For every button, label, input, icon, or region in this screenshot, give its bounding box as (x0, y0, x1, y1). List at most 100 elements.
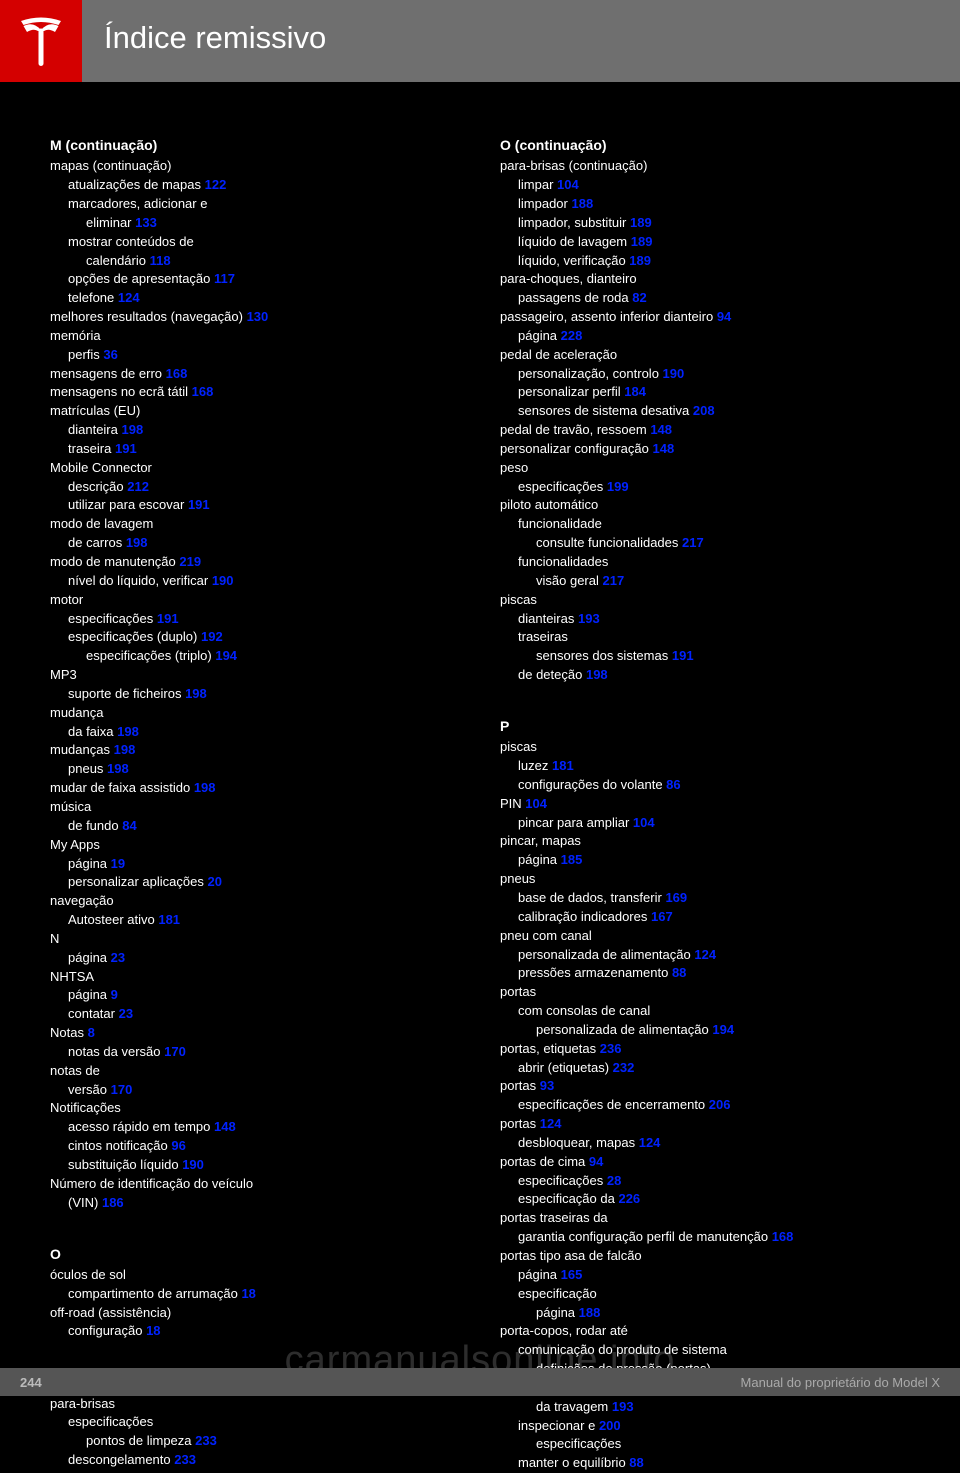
page-reference[interactable]: 88 (629, 1455, 643, 1470)
page-reference[interactable]: 8 (88, 1025, 95, 1040)
page-reference[interactable]: 198 (586, 667, 608, 682)
index-entry: funcionalidades (500, 553, 910, 572)
index-entry: página 19 (50, 855, 460, 874)
page-reference[interactable]: 232 (613, 1060, 635, 1075)
index-entry: cintos notificação 96 (50, 1137, 460, 1156)
page-reference[interactable]: 9 (111, 987, 118, 1002)
page-reference[interactable]: 191 (157, 611, 179, 626)
page-reference[interactable]: 124 (694, 947, 716, 962)
index-entry: página 185 (500, 851, 910, 870)
index-entry: de carros 198 (50, 534, 460, 553)
page-reference[interactable]: 168 (192, 384, 214, 399)
page-reference[interactable]: 190 (212, 573, 234, 588)
page-reference[interactable]: 206 (709, 1097, 731, 1112)
page-reference[interactable]: 170 (164, 1044, 186, 1059)
page-reference[interactable]: 189 (629, 253, 651, 268)
page-reference[interactable]: 124 (118, 290, 140, 305)
entry-text: pneus (500, 871, 535, 886)
page-reference[interactable]: 148 (650, 422, 672, 437)
page-reference[interactable]: 148 (214, 1119, 236, 1134)
page-reference[interactable]: 193 (578, 611, 600, 626)
page-reference[interactable]: 19 (111, 856, 125, 871)
index-entry: navegação (50, 892, 460, 911)
page-reference[interactable]: 23 (119, 1006, 133, 1021)
page-reference[interactable]: 28 (607, 1173, 621, 1188)
page-reference[interactable]: 122 (205, 177, 227, 192)
index-entry: para-choques, dianteiro (500, 270, 910, 289)
page-reference[interactable]: 191 (672, 648, 694, 663)
page-reference[interactable]: 188 (571, 196, 593, 211)
page-reference[interactable]: 199 (607, 479, 629, 494)
page-reference[interactable]: 217 (682, 535, 704, 550)
page-reference[interactable]: 168 (166, 366, 188, 381)
page-reference[interactable]: 198 (126, 535, 148, 550)
page-reference[interactable]: 86 (666, 777, 680, 792)
page-reference[interactable]: 88 (672, 965, 686, 980)
page-reference[interactable]: 236 (600, 1041, 622, 1056)
page-reference[interactable]: 184 (624, 384, 646, 399)
page-reference[interactable]: 168 (772, 1229, 794, 1244)
page-reference[interactable]: 181 (552, 758, 574, 773)
page-reference[interactable]: 194 (215, 648, 237, 663)
page-reference[interactable]: 189 (631, 234, 653, 249)
page-reference[interactable]: 118 (150, 253, 171, 268)
page-reference[interactable]: 212 (127, 479, 149, 494)
page-reference[interactable]: 193 (612, 1399, 634, 1414)
page-reference[interactable]: 198 (122, 422, 144, 437)
page-reference[interactable]: 233 (195, 1433, 217, 1448)
page-reference[interactable]: 170 (111, 1082, 133, 1097)
page-reference[interactable]: 189 (630, 215, 652, 230)
page-reference[interactable]: 186 (102, 1195, 124, 1210)
page-reference[interactable]: 200 (599, 1418, 621, 1433)
page-reference[interactable]: 20 (207, 874, 221, 889)
page-reference[interactable]: 198 (117, 724, 139, 739)
page-reference[interactable]: 219 (179, 554, 201, 569)
page-reference[interactable]: 104 (557, 177, 579, 192)
page-reference[interactable]: 124 (639, 1135, 661, 1150)
page-reference[interactable]: 130 (247, 309, 269, 324)
entry-text: motor (50, 592, 83, 607)
page-reference[interactable]: 198 (114, 742, 136, 757)
page-reference[interactable]: 191 (115, 441, 137, 456)
page-reference[interactable]: 84 (122, 818, 136, 833)
page-reference[interactable]: 198 (107, 761, 129, 776)
page-reference[interactable]: 93 (540, 1078, 554, 1093)
page-reference[interactable]: 18 (146, 1323, 160, 1338)
page-reference[interactable]: 117 (214, 271, 235, 286)
page-reference[interactable]: 169 (665, 890, 687, 905)
page-reference[interactable]: 190 (663, 366, 685, 381)
page-reference[interactable]: 194 (712, 1022, 734, 1037)
page-reference[interactable]: 233 (174, 1452, 196, 1467)
page-reference[interactable]: 167 (651, 909, 673, 924)
page-reference[interactable]: 226 (618, 1191, 640, 1206)
page-reference[interactable]: 228 (561, 328, 583, 343)
page-reference[interactable]: 165 (561, 1267, 583, 1282)
page-reference[interactable]: 94 (589, 1154, 603, 1169)
page-reference[interactable]: 18 (241, 1286, 255, 1301)
page-reference[interactable]: 188 (579, 1305, 601, 1320)
index-entry: limpador, substituir 189 (500, 214, 910, 233)
page-reference[interactable]: 190 (182, 1157, 204, 1172)
page-reference[interactable]: 94 (717, 309, 731, 324)
page-reference[interactable]: 36 (103, 347, 117, 362)
page-reference[interactable]: 198 (185, 686, 207, 701)
page-reference[interactable]: 133 (135, 215, 157, 230)
page-reference[interactable]: 23 (111, 950, 125, 965)
entry-text: para-choques, dianteiro (500, 271, 637, 286)
page-reference[interactable]: 208 (693, 403, 715, 418)
page-reference[interactable]: 96 (171, 1138, 185, 1153)
page-reference[interactable]: 185 (561, 852, 583, 867)
page-reference[interactable]: 104 (633, 815, 655, 830)
page-reference[interactable]: 192 (201, 629, 223, 644)
page-reference[interactable]: 82 (632, 290, 646, 305)
index-entry: página 188 (500, 1304, 910, 1323)
page-reference[interactable]: 217 (603, 573, 625, 588)
page-reference[interactable]: 191 (188, 497, 210, 512)
page-reference[interactable]: 148 (653, 441, 675, 456)
index-entry: NHTSA (50, 968, 460, 987)
page-reference[interactable]: 181 (158, 912, 180, 927)
page-reference[interactable]: 104 (525, 796, 547, 811)
page-reference[interactable]: 124 (540, 1116, 562, 1131)
page-reference[interactable]: 198 (194, 780, 216, 795)
entry-text: consulte funcionalidades (536, 535, 678, 550)
